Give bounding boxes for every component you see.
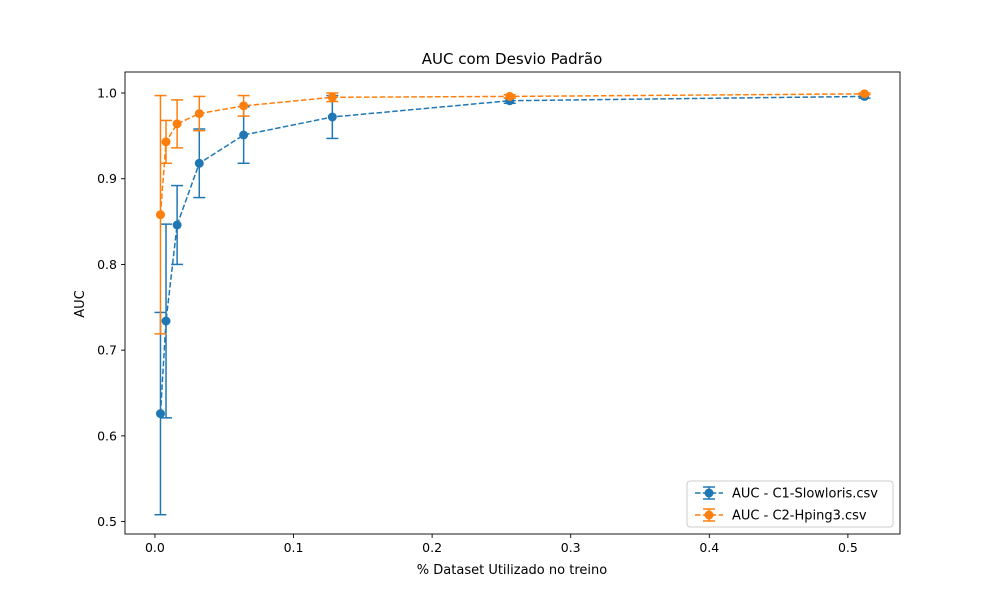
plot-area — [154, 89, 871, 516]
legend-label: AUC - C1-Slowloris.csv — [732, 487, 878, 502]
x-tick-label: 0.3 — [561, 540, 581, 555]
axes: 0.0 0.1 0.2 0.3 0.4 0.5 0.5 0.6 0.7 0.8 0.9 1.0 — [97, 71, 901, 555]
data-point — [327, 112, 337, 122]
chart-title: AUC com Desvio Padrão — [422, 50, 603, 68]
legend: AUC - C1-Slowloris.csv AUC - C2-Hping3.cs… — [686, 480, 894, 528]
data-point — [239, 130, 249, 140]
x-tick-label: 0.2 — [422, 540, 442, 555]
data-point — [505, 91, 515, 101]
series-line — [159, 95, 865, 414]
data-point — [161, 137, 171, 147]
data-point — [194, 158, 204, 168]
y-tick-label: 0.5 — [97, 514, 117, 529]
x-axis-label: % Dataset Utilizado no treino — [417, 563, 607, 578]
x-tick-label: 0.4 — [699, 540, 719, 555]
data-point — [161, 316, 171, 326]
data-point — [239, 101, 249, 111]
x-tick-label: 0.5 — [838, 540, 858, 555]
y-tick-label: 0.9 — [97, 171, 117, 186]
data-point — [327, 92, 337, 102]
x-tick-label: 0.0 — [145, 540, 165, 555]
x-tick-label: 0.1 — [284, 540, 304, 555]
series-2 — [154, 89, 871, 335]
legend-box — [686, 480, 894, 528]
data-point — [172, 119, 182, 129]
legend-marker — [704, 488, 714, 498]
y-tick-label: 0.7 — [97, 343, 117, 358]
legend-item-2: AUC - C2-Hping3.csv — [695, 508, 867, 524]
legend-item-1: AUC - C1-Slowloris.csv — [695, 486, 878, 502]
data-point — [155, 409, 165, 419]
data-point — [155, 210, 165, 220]
legend-marker — [704, 510, 714, 520]
legend-label: AUC - C2-Hping3.csv — [732, 509, 867, 524]
y-tick-label: 0.6 — [97, 428, 117, 443]
y-axis-label: AUC — [73, 290, 88, 318]
y-tick-label: 0.8 — [97, 257, 117, 272]
data-point — [860, 89, 870, 99]
data-point — [194, 109, 204, 119]
y-tick-label: 1.0 — [97, 86, 117, 101]
plot-frame — [124, 71, 901, 535]
data-point — [172, 220, 182, 230]
